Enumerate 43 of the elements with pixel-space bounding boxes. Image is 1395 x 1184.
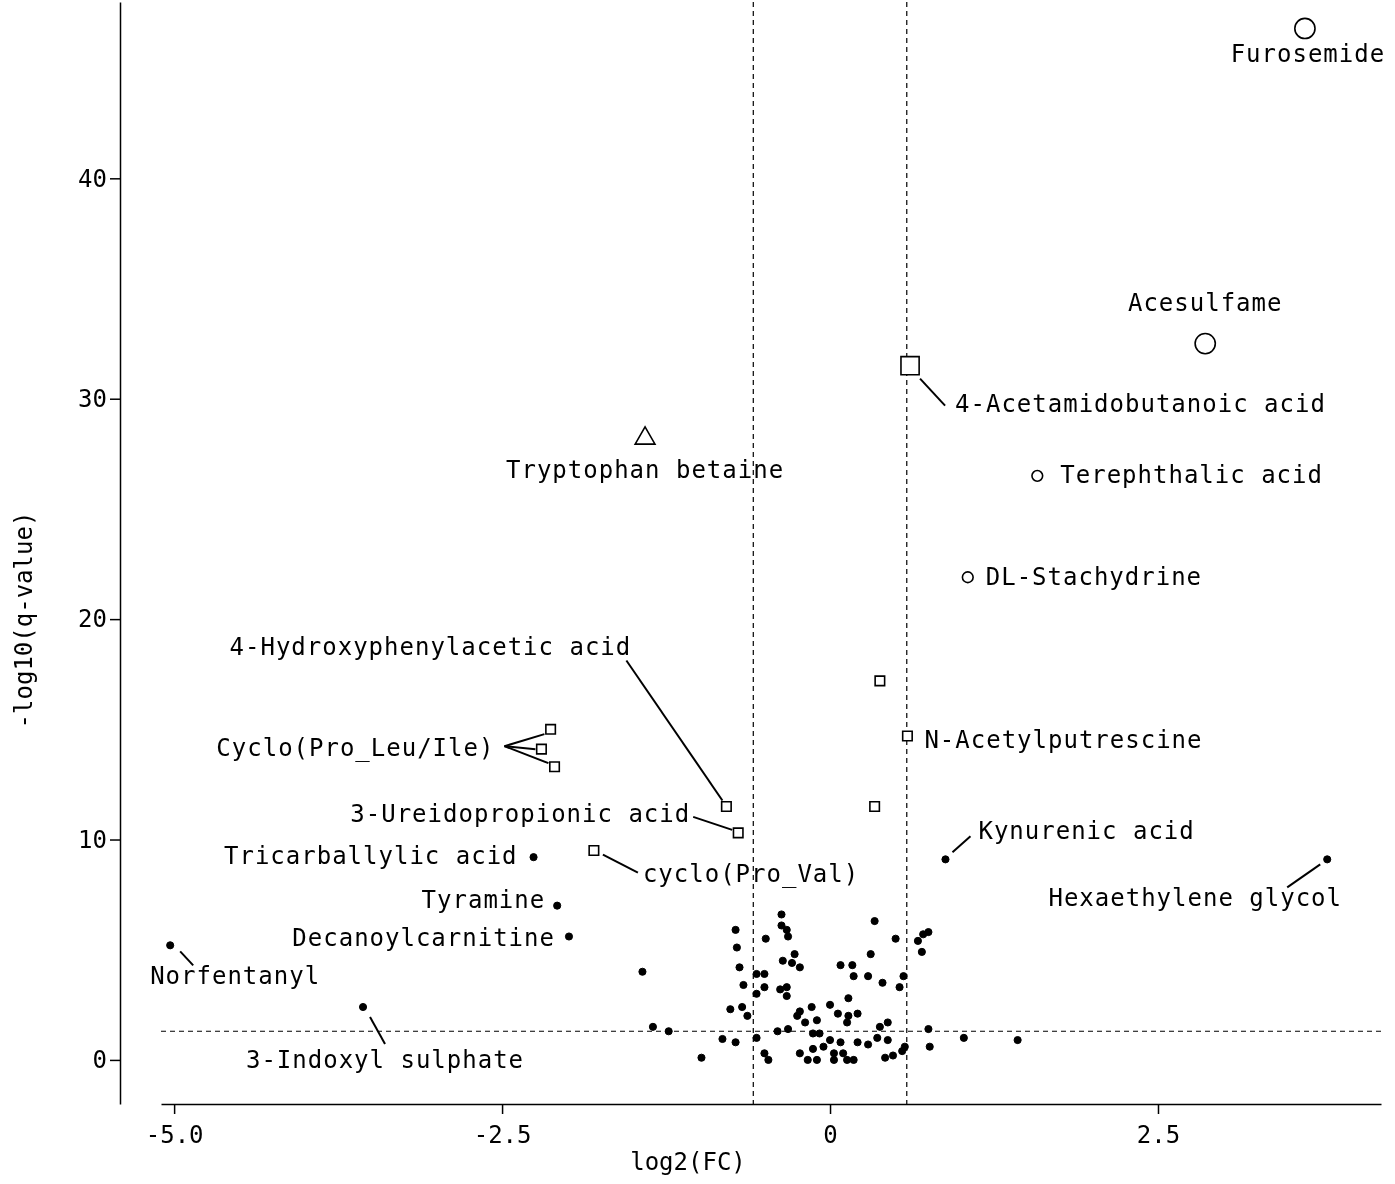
annotation: Acesulfame: [1127, 288, 1283, 317]
y-tick-label: 20: [78, 605, 107, 634]
point: [588, 845, 600, 857]
annotation: Hexaethylene glycol: [1048, 884, 1342, 913]
annotation: Tricarballylic acid: [224, 842, 518, 871]
point: [961, 571, 974, 584]
annotation: 4-Hydroxyphenylacetic acid: [229, 633, 632, 662]
annotation: Norfentanyl: [150, 962, 321, 991]
annotation: Cyclo(Pro_Leu/Ile): [216, 734, 495, 763]
x-tick-label: -2.5: [473, 1121, 532, 1150]
annotation: Furosemide: [1230, 40, 1386, 69]
point: [1294, 17, 1316, 40]
point: [900, 355, 920, 376]
point: [549, 761, 561, 773]
point: [545, 723, 557, 735]
annotation: DL-Stachydrine: [985, 563, 1203, 592]
annotation: Tyramine: [421, 885, 546, 914]
x-tick-label: 0: [823, 1121, 838, 1150]
x-tick-label: 2.5: [1136, 1121, 1181, 1150]
y-axis-title: -log10(q-value): [10, 511, 38, 729]
annotation: N-Acetylputrescine: [924, 725, 1203, 754]
point: [901, 730, 913, 742]
annotation: Decanoylcarnitine: [292, 924, 555, 953]
point: [869, 800, 881, 812]
annotation: 3-Ureidopropionic acid: [350, 799, 691, 828]
point: [874, 675, 886, 687]
point: [1194, 332, 1217, 355]
y-tick-label: 10: [78, 825, 107, 854]
point: [732, 827, 744, 839]
annotation: Tryptophan betaine: [506, 456, 785, 485]
x-tick-label: -5.0: [145, 1121, 204, 1150]
point: [720, 800, 732, 812]
point: [1031, 469, 1044, 482]
x-axis-title: log2(FC): [630, 1148, 746, 1176]
y-tick-label: 30: [78, 384, 107, 413]
y-tick-label: 0: [92, 1046, 107, 1075]
annotation: Kynurenic acid: [978, 817, 1195, 846]
annotation: 3-Indoxyl sulphate: [245, 1046, 525, 1075]
y-tick-label: 40: [78, 164, 107, 193]
annotation: Terephthalic acid: [1060, 460, 1323, 489]
annotation: cyclo(Pro_Val): [642, 859, 860, 888]
point: [535, 743, 547, 755]
annotation: 4-Acetamidobutanoic acid: [955, 389, 1326, 418]
